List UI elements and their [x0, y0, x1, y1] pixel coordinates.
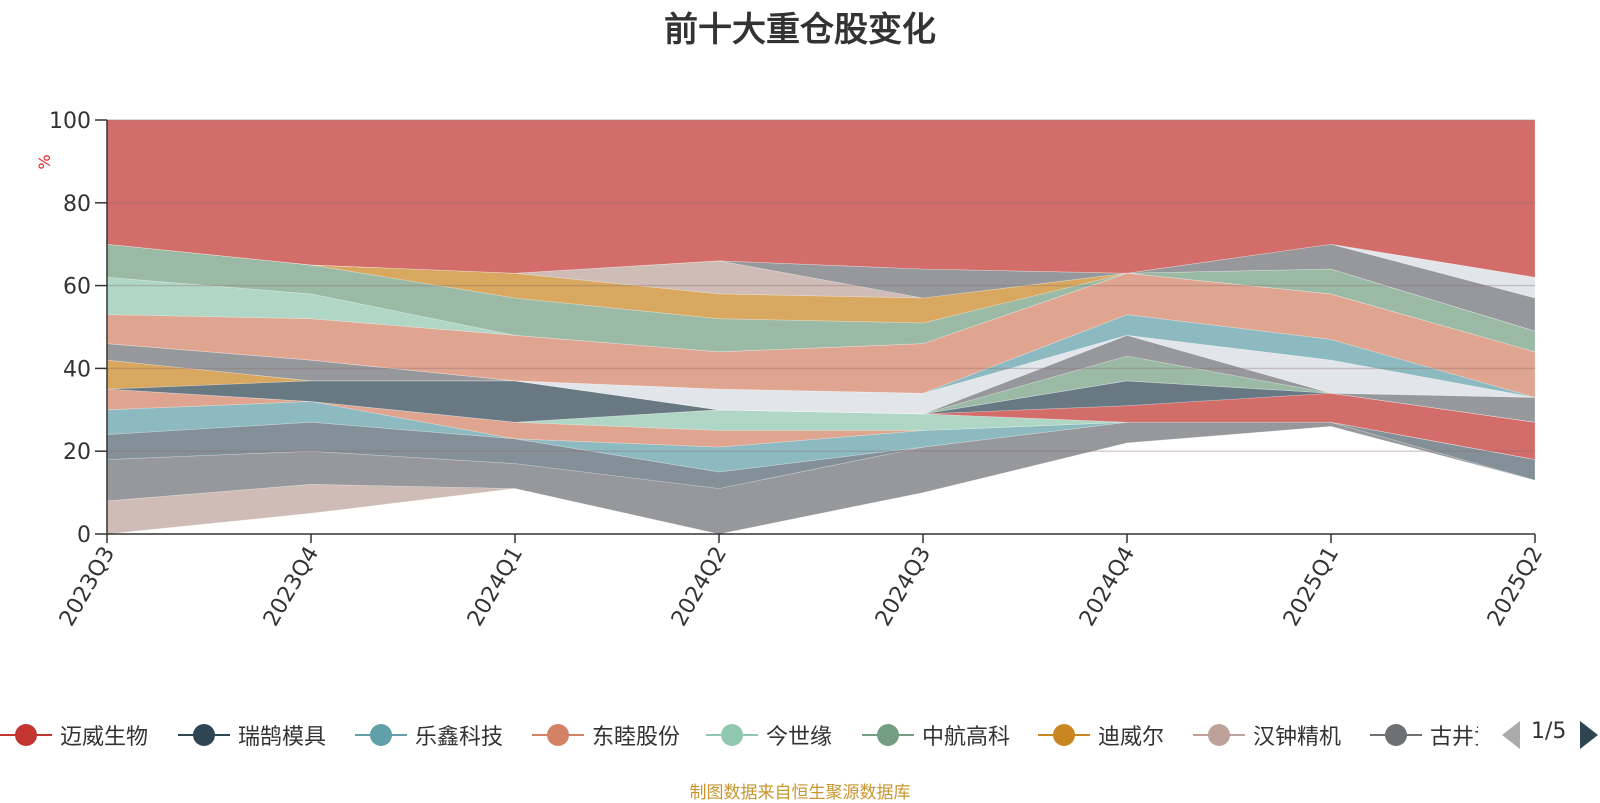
- legend-item[interactable]: 中航高科: [862, 717, 1010, 753]
- x-tick-label: 2024Q3: [871, 543, 936, 631]
- x-tick-label: 2025Q1: [1279, 543, 1344, 631]
- x-tick-label: 2024Q2: [667, 543, 732, 631]
- y-axis-label: %: [35, 154, 54, 169]
- y-tick-label: 80: [63, 192, 91, 217]
- legend-item[interactable]: 迪威尔: [1038, 717, 1164, 753]
- legend-label: 迪威尔: [1098, 725, 1165, 750]
- legend-marker-icon: [355, 724, 407, 746]
- area-band-10: [106, 334, 1536, 423]
- area-band-2: [106, 421, 1536, 489]
- legend-marker-icon: [1193, 724, 1245, 746]
- legend-item[interactable]: 迈威生物: [0, 717, 148, 753]
- x-tick-label: 2024Q1: [463, 543, 528, 631]
- x-tick-label: 2023Q3: [55, 543, 120, 631]
- legend-item[interactable]: 东睦股份: [532, 717, 680, 753]
- legend-label: 瑞鹄模具: [238, 725, 327, 750]
- legend-marker-icon: [706, 724, 758, 746]
- legend-next-page-icon[interactable]: [1578, 720, 1600, 750]
- y-tick-label: 20: [63, 440, 91, 465]
- area-bands: [106, 119, 1536, 535]
- gridlines: [107, 119, 1535, 452]
- area-band-20: [106, 119, 1536, 278]
- chart-title: 前十大重仓股变化: [664, 10, 936, 50]
- legend-label: 古井贡酒: [1430, 725, 1478, 750]
- legend-marker-icon: [178, 724, 230, 746]
- x-tick-label: 2023Q4: [259, 543, 324, 631]
- y-tick-label: 60: [63, 275, 91, 300]
- legend-marker-icon: [0, 724, 52, 746]
- x-tick-label: 2025Q2: [1483, 543, 1548, 631]
- y-tick-label: 40: [63, 357, 91, 382]
- y-tick-label: 100: [49, 109, 91, 134]
- legend-marker-icon: [862, 724, 914, 746]
- x-tick-label: 2024Q4: [1075, 543, 1140, 631]
- source-note: 制图数据来自恒生聚源数据库: [689, 783, 911, 803]
- legend-marker-icon: [532, 724, 584, 746]
- legend: 迈威生物 瑞鹄模具 乐鑫科技 东睦股份 今世缘 中航高科 迪威尔 汉钟精机 古井贡酒: [0, 700, 1478, 760]
- legend-label: 中航高科: [922, 725, 1011, 750]
- y-tick-label: 0: [77, 523, 91, 548]
- legend-label: 汉钟精机: [1253, 725, 1342, 750]
- legend-item[interactable]: 今世缘: [706, 717, 832, 753]
- legend-item[interactable]: 古井贡酒: [1370, 717, 1478, 753]
- legend-prev-page-icon[interactable]: [1500, 720, 1522, 750]
- legend-marker-icon: [1038, 724, 1090, 746]
- legend-label: 乐鑫科技: [415, 725, 504, 750]
- legend-item[interactable]: 瑞鹄模具: [178, 717, 326, 753]
- legend-marker-icon: [1370, 724, 1422, 746]
- legend-item[interactable]: 汉钟精机: [1193, 717, 1341, 753]
- legend-item[interactable]: 乐鑫科技: [355, 717, 503, 753]
- stacked-area-chart: 0 20 40 60 80 100 2023Q3 2023Q4 2024Q1 2024Q2 2024…: [35, 109, 1548, 631]
- legend-page-indicator: 1/5: [1531, 719, 1567, 744]
- legend-label: 迈威生物: [60, 725, 149, 750]
- legend-label: 东睦股份: [592, 725, 681, 750]
- legend-label: 今世缘: [766, 725, 833, 750]
